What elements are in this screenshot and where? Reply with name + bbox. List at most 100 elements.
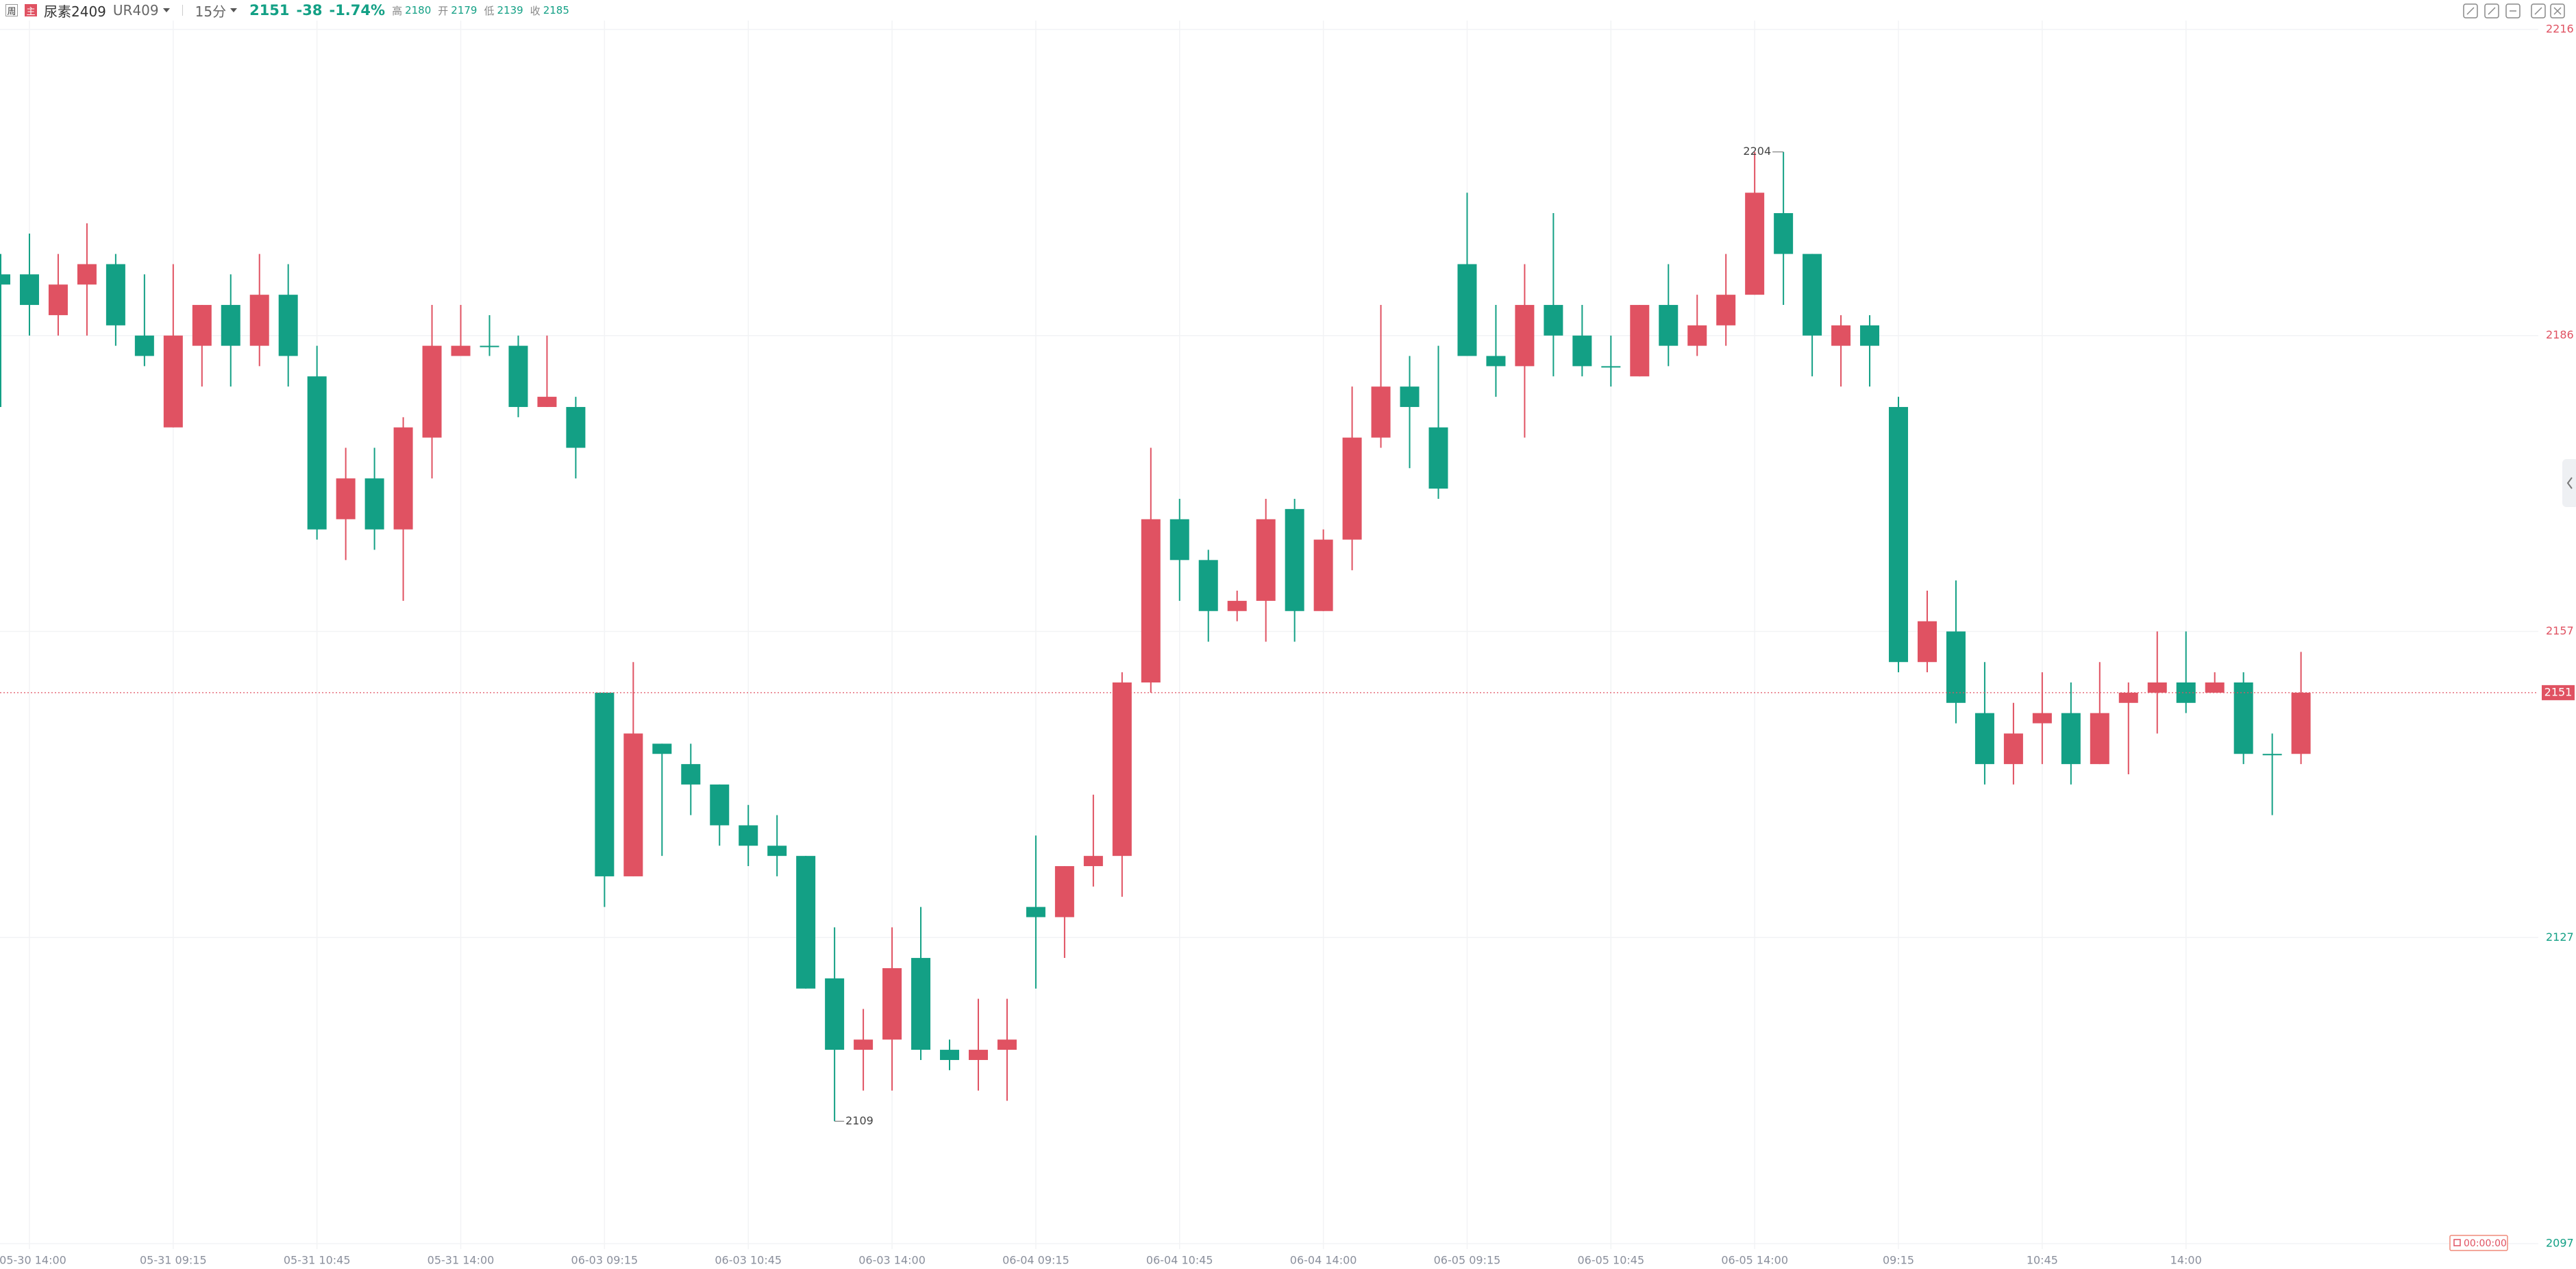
candle-body [1198,560,1218,611]
candle-body [566,406,586,448]
icon-button[interactable] [2484,3,2499,19]
y-tick-label: 2127 [2546,931,2574,944]
stat-label: 收 [530,4,541,17]
x-tick-label: 06-04 14:00 [1290,1254,1357,1267]
candle-body [1313,539,1333,611]
separator [182,5,183,16]
candle-body [767,846,787,857]
candle-body [1428,427,1448,489]
x-tick-label: 05-31 09:15 [140,1254,207,1267]
candle-body [2061,713,2081,765]
icon-glyph [2466,7,2562,15]
x-tick-label: 10:45 [2027,1254,2058,1267]
candle-body [422,345,442,438]
symbol[interactable]: 尿素2409 [44,3,106,20]
overlay: 2097 2127 2157 2186 2216 05-30 14:00 05-31 09:… [0,23,2575,1267]
candle-body [278,295,298,356]
candle-body [1774,213,1794,254]
candle-body [393,427,413,530]
candle-body [2205,682,2225,693]
stat-label: 高 [392,4,403,17]
dropdown-arrow[interactable] [230,8,238,12]
candle-body [1946,631,1966,703]
candle-body [249,295,269,346]
candle-body [134,335,154,356]
toolbar-icons [2463,3,2565,19]
timer-text: 00:00:00 [2464,1238,2507,1249]
stat-label: 低 [484,4,495,17]
candle-body [997,1039,1017,1050]
candle-body [968,1050,988,1060]
candle-body [0,274,10,285]
icon-button[interactable] [2531,3,2546,19]
candle-body [1889,406,1909,663]
candle-body [1572,335,1592,367]
stat-value: 2180 [405,4,432,16]
stat-label: 开 [438,4,449,17]
x-tick-label: 06-05 14:00 [1721,1254,1788,1267]
candle-body [2262,754,2282,756]
candle-body [1169,519,1189,560]
dropdown-arrow[interactable] [162,8,170,12]
candle-body [307,376,327,530]
candle-body [364,478,384,530]
candle-body [710,784,730,826]
candle-body [1457,264,1477,356]
candle-body [1659,305,1679,346]
grid [0,21,2538,1249]
badge[interactable]: 周 [5,4,18,17]
candle-body [1342,437,1362,540]
icon-button[interactable] [2463,3,2478,19]
price-change-pct: -1.74% [329,2,386,19]
candle-body [1544,305,1563,336]
stats: 高 2180 开 2179 低 2139 收 2185 [392,3,569,18]
candle-body [1515,305,1535,367]
icon-button[interactable] [2550,3,2565,19]
candle-body [739,825,758,846]
candle-body [1486,356,1506,367]
stat-value: 2185 [543,4,569,16]
candle-body [2233,682,2253,754]
symbol-code[interactable]: UR409 [112,2,159,19]
x-tick-label: 14:00 [2170,1254,2202,1267]
candle-body [882,968,902,1040]
icon-button[interactable] [2505,3,2521,19]
x-tick-label: 05-31 10:45 [284,1254,351,1267]
candle-body [221,305,240,346]
candle-body [1256,519,1276,601]
candle-body [192,305,212,346]
candle-body [1026,907,1045,917]
timer-box [2449,1235,2508,1251]
candle-body [1917,621,1937,663]
stat-value: 2179 [451,4,478,16]
candle-body [652,743,672,754]
candle-body [1745,193,1765,295]
candle-body [1112,682,1132,857]
candle-body [911,958,931,1050]
candles [0,151,2311,1122]
candle-body [796,856,816,989]
x-tick-label: 06-05 09:15 [1434,1254,1501,1267]
candle-body [825,978,845,1050]
candle-body [1141,519,1161,683]
candle-body [623,733,643,876]
candle-body [2003,733,2023,765]
candle-body [77,264,97,285]
header: 周 主 尿素2409 UR409 15分 2151 -38 -1.74% 高 21… [0,0,2576,21]
candle-body [2032,713,2052,724]
y-tick-label: 2097 [2546,1237,2574,1250]
x-tick-label: 06-05 10:45 [1577,1254,1644,1267]
side-tab-arrow [2566,477,2573,489]
x-tick-label: 09:15 [1883,1254,1914,1267]
y-tick-label: 2157 [2546,624,2574,637]
badge[interactable]: 主 [25,4,37,17]
period[interactable]: 15分 [195,3,227,20]
side-tab[interactable] [2562,459,2576,507]
candle-body [106,264,125,325]
candle-body [1687,325,1707,346]
candle-body [2147,682,2167,693]
x-tick-label: 06-03 09:15 [571,1254,639,1267]
x-tick-label: 06-04 09:15 [1002,1254,1069,1267]
